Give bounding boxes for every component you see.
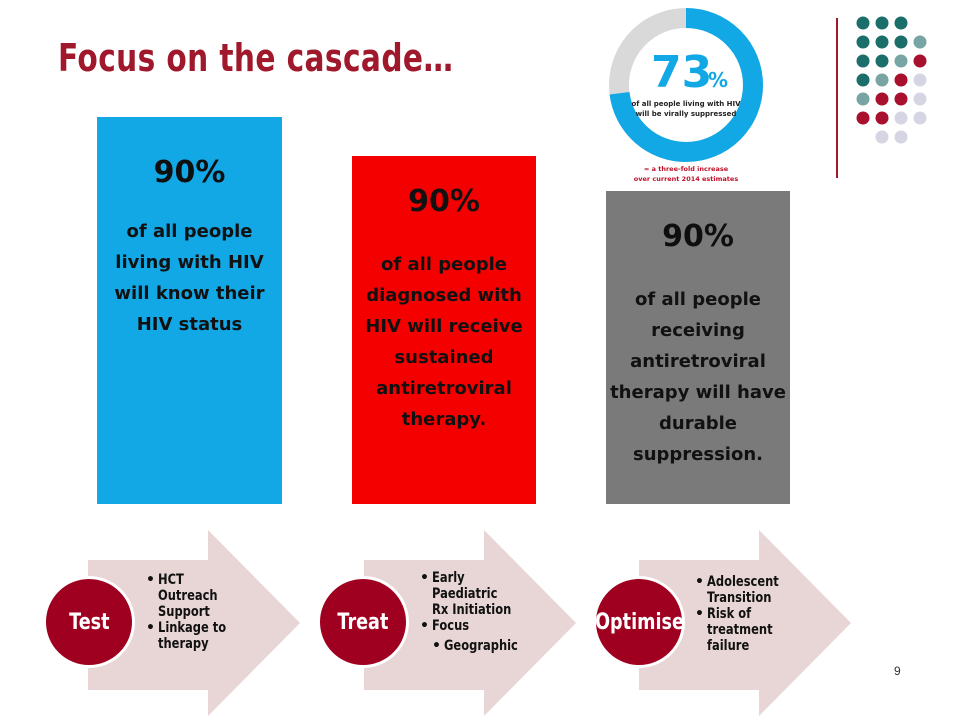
stage-label: Optimise — [594, 609, 684, 635]
stage-bullet: Early Paediatric Rx Initiation — [420, 570, 534, 618]
page-title: Focus on the cascade… — [58, 36, 454, 80]
badge-unit: % — [708, 68, 728, 92]
target-description: of all people living with HIV will know … — [114, 221, 265, 335]
stage-bullet: Focus — [420, 618, 534, 634]
decorative-dot — [913, 73, 927, 87]
target-box-receive-therapy: 90% of all people diagnosed with HIV wil… — [352, 156, 536, 504]
badge-ring-progress — [609, 8, 763, 162]
target-percent: 90% — [662, 219, 734, 254]
decorative-dot — [894, 111, 908, 125]
decorative-dot-grid — [820, 14, 960, 184]
decorative-dot — [913, 92, 927, 106]
stage-bullet: Risk of treatment failure — [695, 606, 795, 654]
badge-value: 73 — [651, 47, 712, 98]
target-box-know-status: 90% of all people living with HIV will k… — [97, 117, 282, 504]
decorative-dot — [894, 92, 908, 106]
stage-bullet-list: HCT Outreach Support Linkage to therapy — [146, 572, 241, 652]
stage-bullet: Adolescent Transition — [695, 574, 795, 606]
stage-label-circle: Treat — [317, 576, 409, 668]
decorative-dot — [894, 73, 908, 87]
badge-footnote-1: = a three-fold increase — [644, 165, 729, 173]
stage-bullet: Linkage to therapy — [146, 620, 241, 652]
stage-label: Treat — [337, 609, 389, 635]
decorative-dot — [913, 111, 927, 125]
decorative-dot — [856, 111, 870, 125]
decorative-dot — [856, 54, 870, 68]
target-description: of all people diagnosed with HIV will re… — [365, 254, 523, 430]
decorative-dot — [894, 16, 908, 30]
stage-bullet-list: Early Paediatric Rx Initiation Focus Geo… — [420, 570, 534, 654]
decorative-dot — [875, 130, 889, 144]
decorative-dot — [856, 73, 870, 87]
badge-footnote-2: over current 2014 estimates — [634, 175, 739, 183]
badge-line-1: of all people living with HIV — [631, 100, 741, 108]
decorative-dot — [894, 130, 908, 144]
page-number: 9 — [894, 664, 901, 678]
decorative-divider-line — [836, 18, 838, 178]
decorative-dot — [856, 35, 870, 49]
badge-line-2: will be virally suppressed — [636, 110, 737, 118]
stage-optimise: Optimise Adolescent Transition Risk of t… — [589, 530, 854, 720]
decorative-dot — [875, 54, 889, 68]
decorative-dot — [875, 35, 889, 49]
decorative-dot — [875, 111, 889, 125]
decorative-dot — [875, 92, 889, 106]
decorative-dot — [875, 16, 889, 30]
stage-bullet: Geographic — [432, 638, 534, 654]
decorative-dot — [856, 92, 870, 106]
stage-label-circle: Optimise — [593, 576, 685, 668]
stage-bullet-list: Adolescent Transition Risk of treatment … — [695, 574, 795, 654]
decorative-dot — [913, 54, 927, 68]
decorative-dot — [894, 35, 908, 49]
stage-test: Test HCT Outreach Support Linkage to the… — [38, 530, 303, 720]
stage-label: Test — [68, 609, 110, 635]
target-box-viral-suppression: 90% of all people receiving antiretrovir… — [606, 191, 790, 504]
stage-label-circle: Test — [43, 576, 135, 668]
target-percent: 90% — [408, 184, 480, 219]
decorative-dot — [894, 54, 908, 68]
stage-treat: Treat Early Paediatric Rx Initiation Foc… — [314, 530, 579, 720]
target-percent: 90% — [153, 155, 226, 190]
decorative-dot — [875, 73, 889, 87]
stage-bullet: HCT Outreach Support — [146, 572, 241, 620]
viral-suppression-badge: 73 % of all people living with HIV will … — [606, 5, 766, 190]
decorative-dot — [856, 16, 870, 30]
target-description: of all people receiving antiretroviral t… — [610, 289, 786, 465]
decorative-dot — [913, 35, 927, 49]
